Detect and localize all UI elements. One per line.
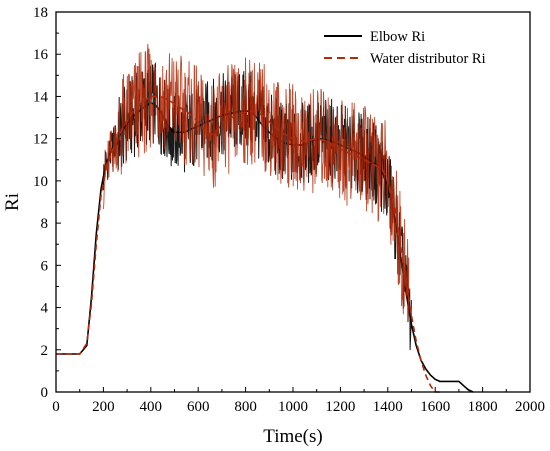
x-tick-label: 1200	[325, 399, 355, 415]
y-tick-label: 12	[33, 132, 48, 148]
y-tick-label: 10	[33, 174, 48, 190]
y-tick-label: 2	[41, 343, 49, 359]
legend: Elbow Ri Water distributor Ri	[324, 29, 486, 67]
x-tick-label: 1000	[278, 399, 308, 415]
plot-area	[56, 43, 474, 393]
x-tick-label: 200	[92, 399, 115, 415]
y-tick-label: 16	[33, 47, 49, 63]
series-water-distributor-ri	[56, 43, 440, 393]
y-tick-label: 14	[33, 89, 49, 105]
x-axis-title: Time(s)	[263, 426, 322, 447]
y-axis-title: Ri	[2, 193, 23, 211]
x-tick-label: 600	[187, 399, 210, 415]
x-tick-label: 800	[234, 399, 257, 415]
series-line	[56, 95, 440, 393]
x-tick-label: 0	[52, 399, 60, 415]
legend-label: Water distributor Ri	[370, 51, 486, 67]
y-tick-label: 18	[33, 5, 48, 21]
y-tick-label: 6	[41, 258, 49, 274]
axes-frame	[55, 11, 531, 393]
series-oscillation	[102, 43, 410, 319]
legend-label: Elbow Ri	[370, 29, 425, 45]
x-tick-label: 400	[140, 399, 163, 415]
axes: 0 200 400 600 800 1000 1200 1400 1600 1800 2000 0 2 4…	[2, 5, 545, 447]
x-tick-label: 2000	[515, 399, 545, 415]
x-tick-label: 1800	[468, 399, 498, 415]
y-tick-label: 8	[41, 216, 49, 232]
y-tick-label: 4	[41, 301, 49, 317]
x-tick-label: 1400	[373, 399, 403, 415]
x-tick-label: 1600	[420, 399, 450, 415]
y-tick-label: 0	[41, 385, 49, 401]
